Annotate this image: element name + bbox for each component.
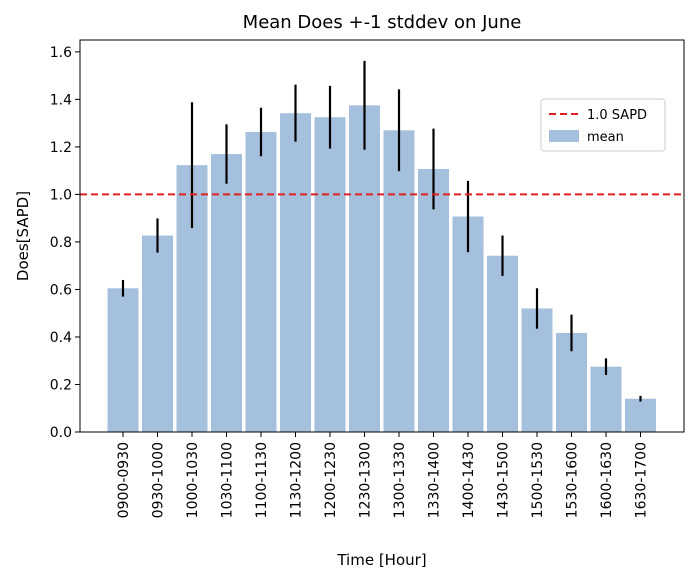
y-axis: 0.0 0.2 0.4 0.6 0.8 1.0 1.2 1.4 1.6 [50,45,80,441]
chart-title: Mean Does +-1 stddev on June [243,12,522,33]
x-tick-label: 1400-1430 [461,442,477,518]
x-tick-label: 1000-1030 [185,442,201,518]
bar-0930-1000 [142,235,173,432]
y-tick-label: 1.6 [50,45,72,61]
y-tick-label: 0.2 [50,377,72,393]
bar-1200-1230 [314,117,346,432]
y-tick-label: 1.4 [50,92,72,108]
y-tick-label: 0.8 [50,235,72,251]
x-tick-label: 1030-1100 [220,442,236,518]
x-tick-label: 1230-1300 [358,442,374,518]
bar-1100-1130 [245,131,277,432]
bar-1330-1400 [418,169,449,432]
y-tick-label: 0.4 [50,330,72,346]
error-bars-group [121,60,642,402]
legend-label-mean: mean [587,130,624,145]
bar-1630-1700 [625,398,656,432]
x-tick-label: 1100-1130 [254,442,270,518]
y-tick-label: 1.2 [50,140,72,156]
bar-1030-1100 [211,154,242,432]
bar-1400-1430 [452,216,484,432]
bar-1230-1300 [349,105,380,432]
bar-1500-1530 [521,308,553,432]
x-tick-label: 0900-0930 [116,442,132,518]
legend-label-reference: 1.0 SAPD [587,108,647,123]
legend-swatch-mean [549,130,579,142]
plot-frame [79,39,685,433]
bar-1600-1630 [590,366,622,432]
bar-0900-0930 [107,288,139,432]
x-tick-label: 1500-1530 [530,442,546,518]
x-tick-label: 1130-1200 [289,442,305,518]
x-tick-label: 1300-1330 [392,442,408,518]
x-tick-label: 1430-1500 [496,442,512,518]
x-tick-label: 1330-1400 [427,442,443,518]
x-tick-label: 1530-1600 [565,442,581,518]
y-tick-label: 1.0 [50,187,72,203]
y-tick-label: 0.0 [50,425,72,441]
legend: 1.0 SAPD mean [540,98,666,152]
x-tick-label: 0930-1000 [151,442,167,518]
y-tick-label: 0.6 [50,282,72,298]
x-axis-label: Time [Hour] [336,551,426,569]
y-axis-label: Does[SAPD] [14,191,32,281]
x-tick-label: 1630-1700 [634,442,650,518]
bars-group [107,105,656,432]
bar-1430-1500 [487,255,518,432]
x-tick-label: 1200-1230 [323,442,339,518]
bar-1300-1330 [383,130,415,432]
bar-1130-1200 [280,113,311,432]
x-axis: 0900-0930 0930-1000 1000-1030 1030-1100 1100… [116,432,650,518]
x-tick-label: 1600-1630 [599,442,615,518]
